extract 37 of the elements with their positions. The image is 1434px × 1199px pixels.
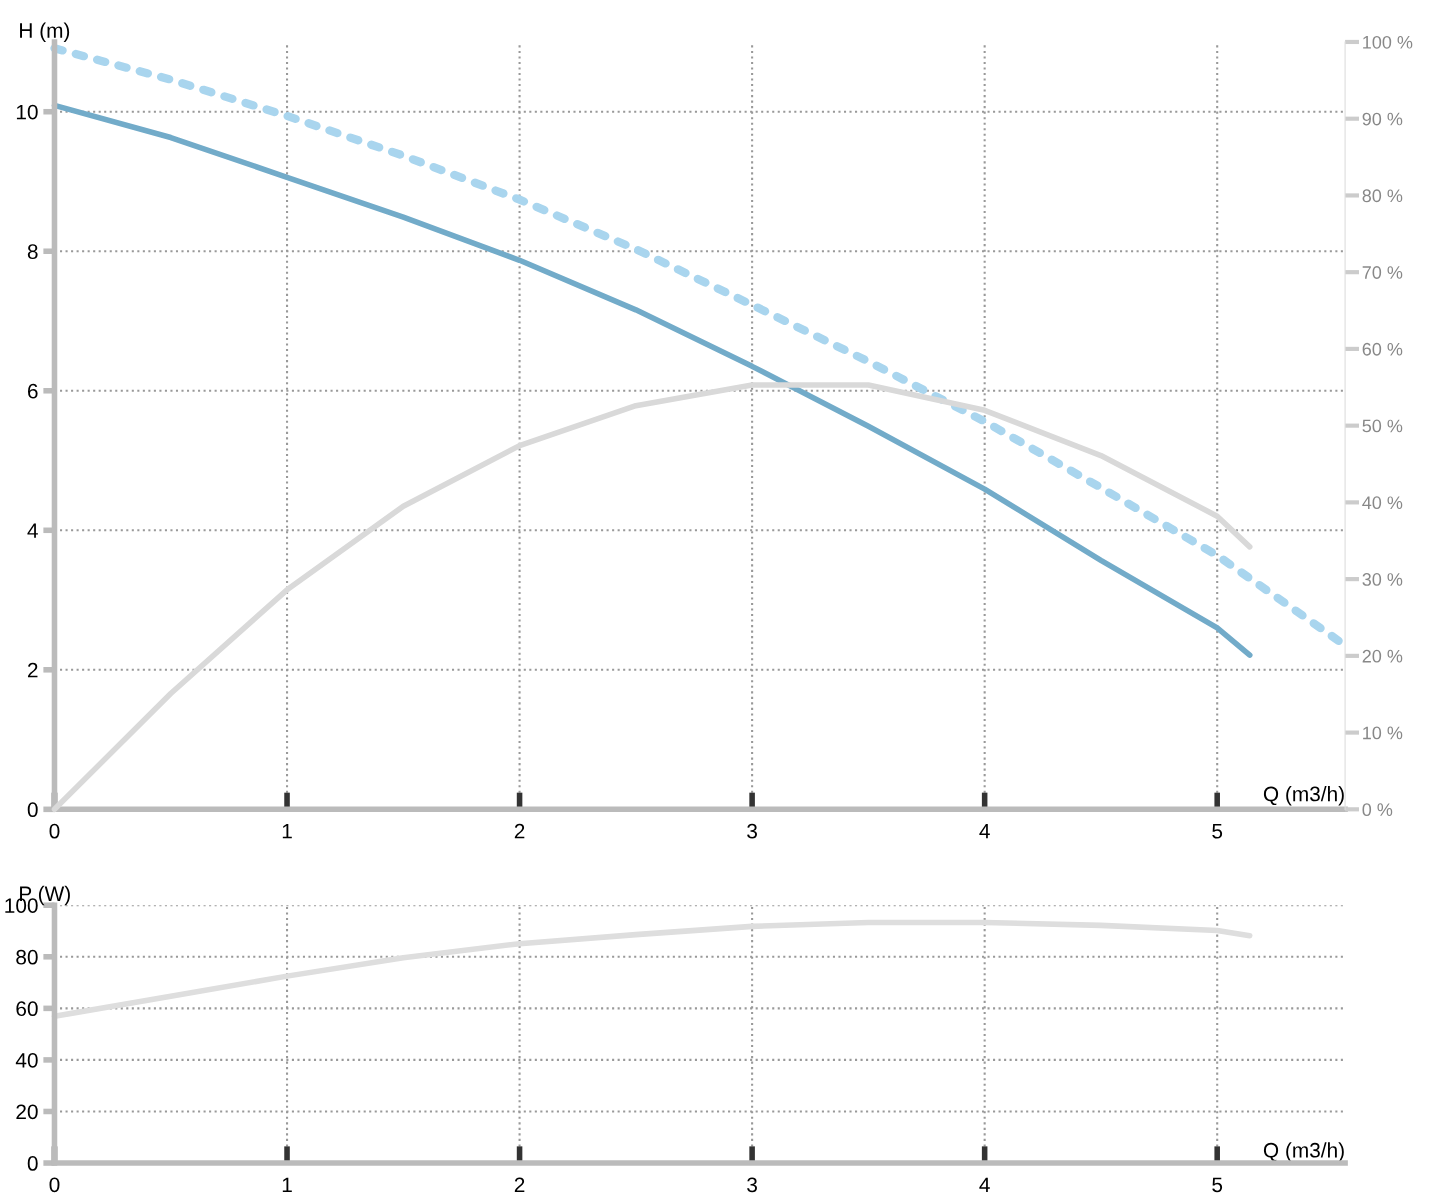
x-axis-title: Q (m3/h)	[1263, 786, 1344, 806]
x-tick-label: 5	[1212, 1177, 1223, 1193]
y-tick-label: 4	[27, 523, 38, 538]
y2-tick-label: 90 %	[1362, 112, 1403, 126]
y2-tick-label: 10 %	[1363, 726, 1403, 740]
y-tick-label: 2	[27, 662, 38, 678]
x-axis-title: Q (m3/h)	[1263, 1142, 1344, 1162]
y2-tick-label: 80 %	[1362, 189, 1403, 203]
y-axis-title: H (m)	[20, 22, 70, 42]
y-tick-label: 20	[16, 1104, 38, 1120]
y-tick-label: 40	[15, 1052, 38, 1068]
y-tick-label: 8	[27, 244, 38, 259]
y2-tick-label: 40 %	[1362, 496, 1403, 510]
y2-tick-label: 60 %	[1362, 342, 1403, 356]
y2-tick-label: 0 %	[1362, 803, 1393, 817]
y-tick-label: 0	[27, 1156, 38, 1171]
x-tick-label: 4	[979, 1177, 990, 1193]
x-tick-label: 5	[1212, 823, 1223, 839]
x-tick-label: 1	[282, 1177, 292, 1193]
x-tick-label: 0	[49, 823, 60, 839]
y2-tick-label: 50 %	[1362, 419, 1403, 433]
x-tick-label: 4	[979, 823, 990, 839]
y2-tick-label: 20 %	[1362, 649, 1403, 663]
x-tick-label: 3	[747, 1177, 757, 1193]
x-tick-label: 3	[747, 823, 757, 839]
y2-tick-label: 100 %	[1363, 35, 1413, 49]
y2-tick-label: 30 %	[1362, 573, 1403, 586]
x-tick-label: 2	[514, 823, 525, 839]
y-tick-label: 0	[27, 802, 38, 818]
y2-tick-label: 70 %	[1362, 266, 1403, 279]
y-tick-label: 10	[16, 104, 38, 120]
x-tick-label: 1	[282, 823, 292, 839]
y-tick-label: 60	[16, 1001, 38, 1017]
x-tick-label: 2	[514, 1177, 525, 1193]
x-tick-label: 0	[49, 1177, 60, 1193]
y-tick-label: 6	[27, 383, 38, 399]
y-tick-label: 80	[16, 949, 38, 965]
